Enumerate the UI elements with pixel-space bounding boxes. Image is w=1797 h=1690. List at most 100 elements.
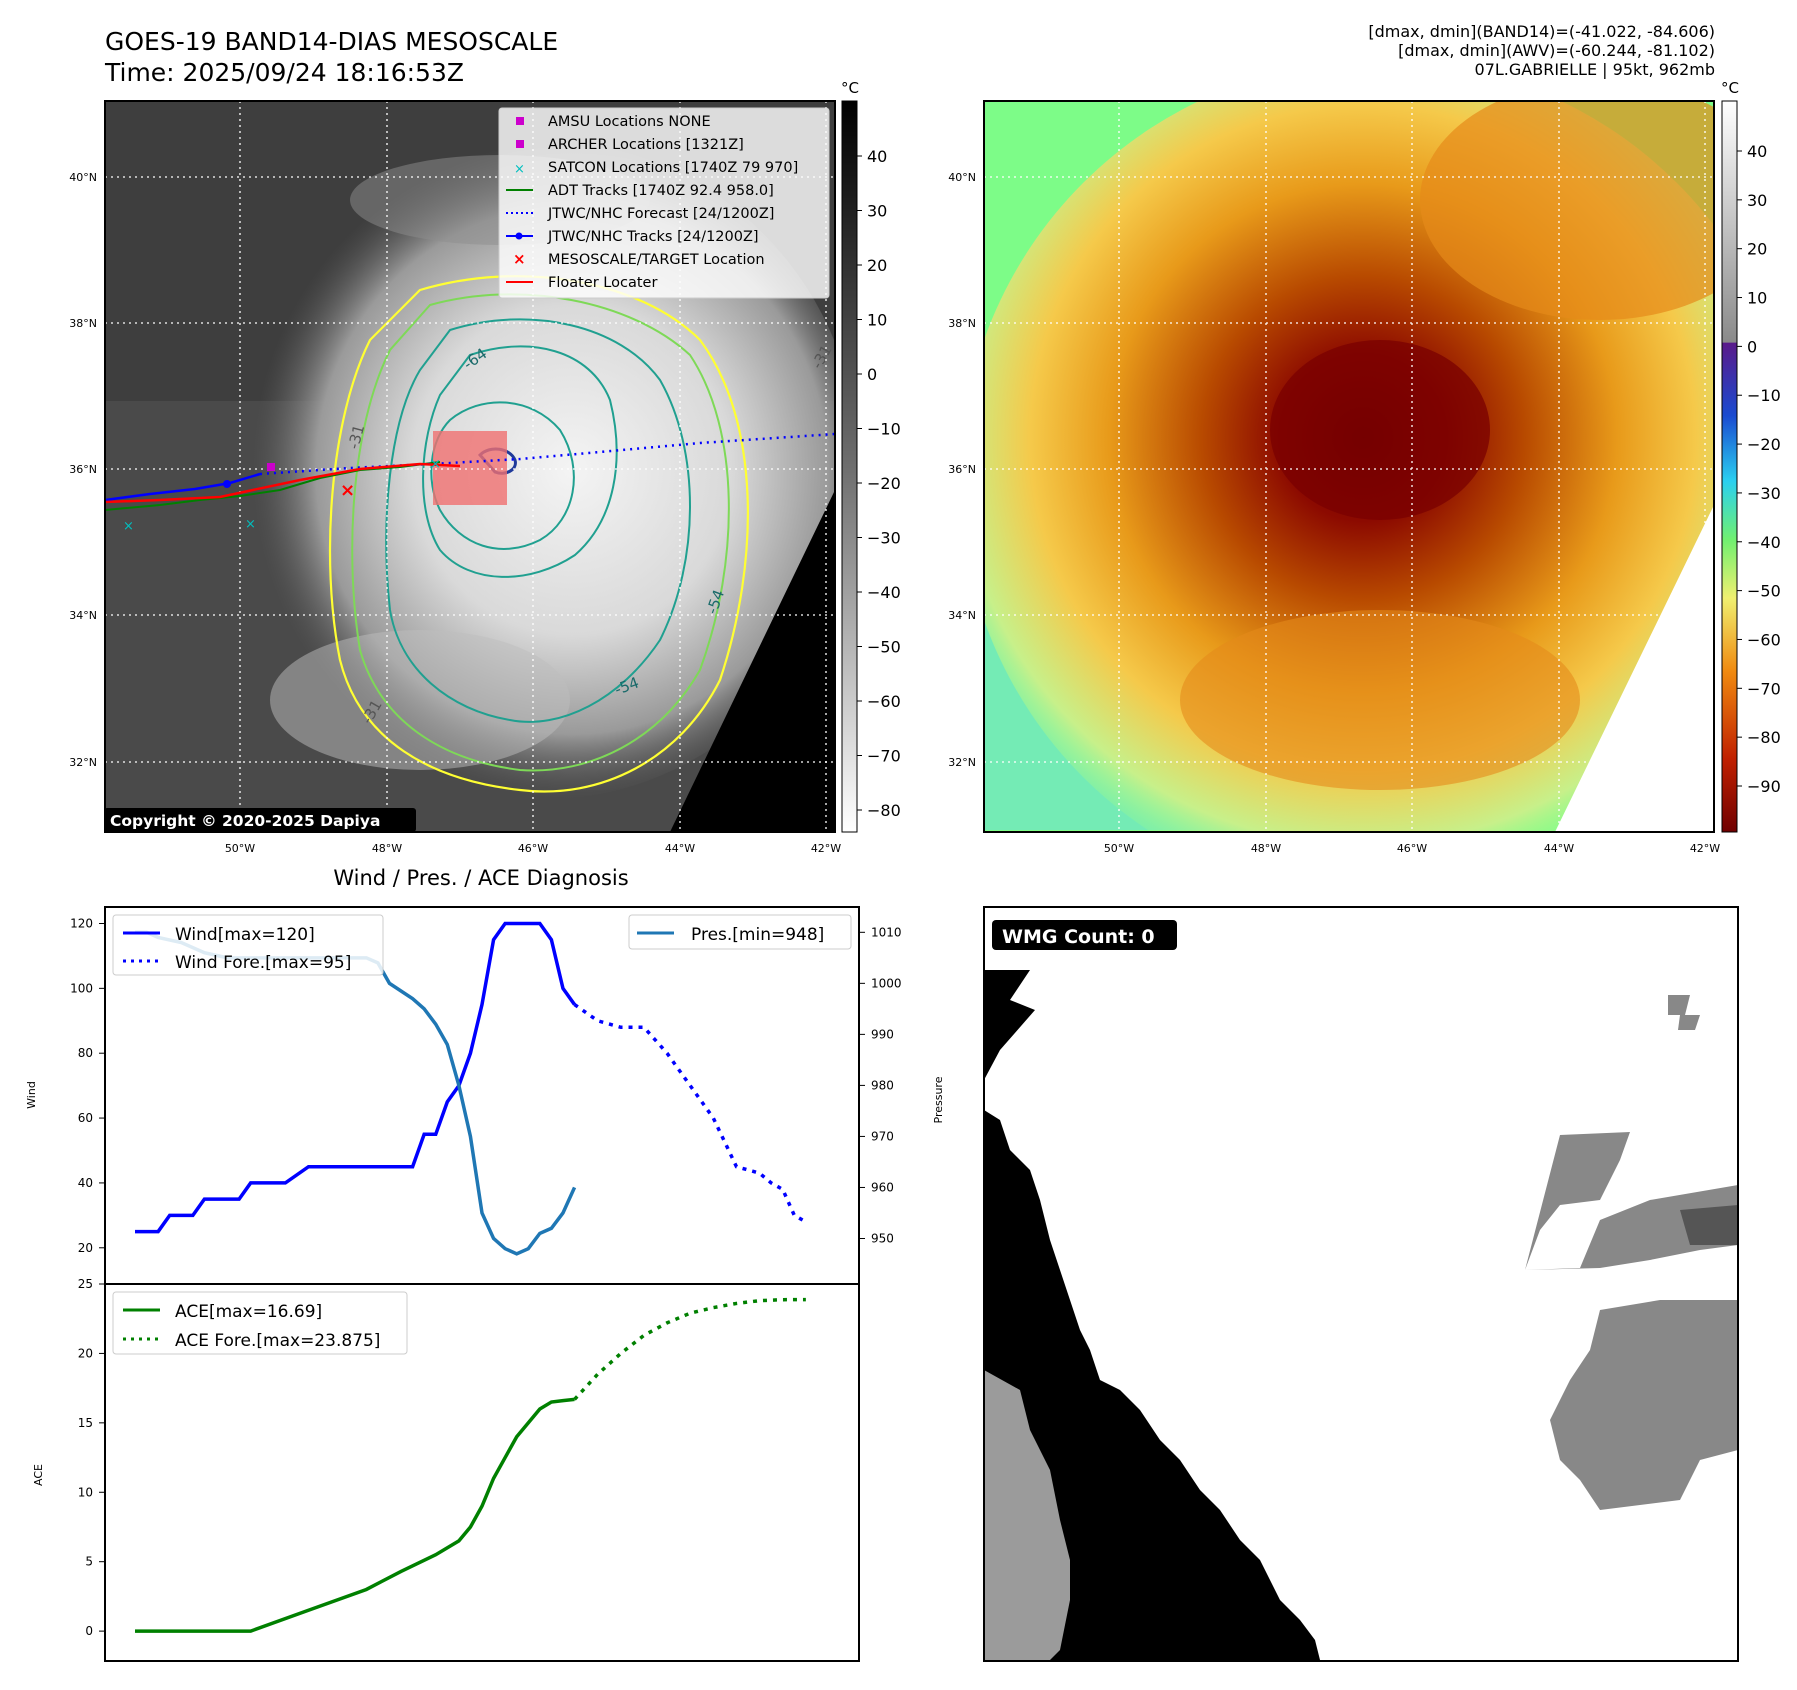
colorbar-tick-label: −90: [1747, 777, 1781, 796]
legend-label: SATCON Locations [1740Z 79 970]: [548, 160, 798, 176]
colorbar-tick-label: −80: [1747, 728, 1781, 747]
wv-colorbar-unit: °C: [1721, 79, 1739, 97]
pressure-tick-label: 990: [871, 1027, 894, 1041]
info-line-1: [dmax, dmin](BAND14)=(-41.022, -84.606): [1368, 22, 1715, 41]
lat-label: 40°N: [948, 171, 976, 184]
wind-tick-label: 20: [78, 1241, 93, 1255]
lon-label: 50°W: [225, 842, 255, 855]
colorbar-tick-label: −20: [867, 474, 901, 493]
lat-label: 40°N: [69, 171, 97, 184]
wmg-count-label: WMG Count: 0: [1002, 926, 1155, 948]
colorbar-tick-label: −50: [867, 638, 901, 657]
colorbar-tick-label: 10: [1747, 289, 1767, 308]
colorbar-tick-label: −10: [1747, 386, 1781, 405]
lon-label: 46°W: [1397, 842, 1427, 855]
nhc-track-point: [223, 480, 231, 488]
pressure-tick-label: 980: [871, 1078, 894, 1092]
colorbar-tick-label: 0: [1747, 337, 1757, 356]
legend-label: ACE[max=16.69]: [175, 1302, 322, 1322]
no-data-region: [1555, 505, 1714, 832]
wind-axis-label: Wind: [25, 1081, 38, 1109]
wind-tick-label: 40: [78, 1176, 93, 1190]
copyright-badge: [104, 808, 416, 832]
ace-tick-label: 20: [78, 1346, 93, 1360]
ace-tick-label: 5: [85, 1555, 93, 1569]
pressure-tick-label: 1010: [871, 925, 902, 939]
wv-frame: [983, 100, 1715, 833]
pressure-tick-label: 970: [871, 1129, 894, 1143]
wind-tick-label: 100: [70, 981, 93, 995]
wind-pressure-chart: Wind Pressure 120 100 80 60 40 20 1010 1000 990…: [25, 906, 945, 1285]
wv-image: [984, 101, 1714, 832]
pressure-tick-label: 950: [871, 1231, 894, 1245]
satcon-marker: ×: [245, 517, 256, 532]
wind-legend: [112, 914, 384, 976]
lat-label: 36°N: [948, 463, 976, 476]
chart-title: GOES-19 BAND14-DIAS MESOSCALE Time: 2025…: [105, 26, 558, 88]
colorbar-tick-label: −80: [867, 801, 901, 820]
colorbar-tick-label: −60: [867, 692, 901, 711]
pressure-legend: [628, 914, 852, 950]
title-line-2: Time: 2025/09/24 18:16:53Z: [105, 58, 464, 87]
colorbar-tick-label: −40: [1747, 533, 1781, 552]
legend-label: Floater Locater: [548, 275, 657, 291]
colorbar-tick-label: −60: [1747, 630, 1781, 649]
wmg-panel: WMG Count: 0: [983, 906, 1739, 1662]
ace-tick-label: 15: [78, 1416, 93, 1430]
lat-label: 32°N: [69, 756, 97, 769]
wind-tick-label: 60: [78, 1111, 93, 1125]
colorbar-tick-label: −40: [867, 583, 901, 602]
floater-track: [105, 462, 461, 504]
legend-label: ACE Fore.[max=23.875]: [175, 1331, 380, 1351]
legend-label: MESOSCALE/TARGET Location: [548, 252, 765, 268]
colorbar-tick-label: 20: [1747, 240, 1767, 259]
lat-label: 34°N: [69, 609, 97, 622]
lat-label: 38°N: [948, 317, 976, 330]
ir-image: -64 -54 -54 -31 -31 -31 × ×: [105, 101, 835, 832]
title-line-1: GOES-19 BAND14-DIAS MESOSCALE: [105, 27, 559, 56]
wind-tick-label: 120: [70, 916, 93, 930]
map-legend: × × AMSU Locations NONE ARCHER Locations…: [498, 107, 830, 299]
colorbar-tick-label: 20: [867, 256, 887, 275]
lon-label: 48°W: [372, 842, 402, 855]
diagnostic-info: [dmax, dmin](BAND14)=(-41.022, -84.606) …: [1368, 22, 1715, 79]
target-legend-icon: ×: [513, 250, 526, 268]
no-data-region: [670, 490, 835, 832]
colorbar-tick-label: 40: [867, 147, 887, 166]
wmg-frame: [983, 906, 1739, 1662]
ace-tick-label: 10: [78, 1485, 93, 1499]
floater-box: [433, 431, 507, 505]
satcon-legend-icon: ×: [514, 162, 525, 177]
mesoscale-target-marker: ×: [340, 480, 355, 501]
ace-tick-label: 0: [85, 1624, 93, 1638]
ir-colorbar: °C 40 30 20 10 0 −10 −20 −30 −40 −50 −60 −70 −80: [841, 79, 901, 833]
colorbar-tick-label: −30: [1747, 484, 1781, 503]
wind-tick-label: 80: [78, 1046, 93, 1060]
lat-label: 32°N: [948, 756, 976, 769]
contour-label: -31: [344, 423, 368, 451]
lat-label: 36°N: [69, 463, 97, 476]
legend-label: JTWC/NHC Tracks [24/1200Z]: [547, 229, 759, 245]
lat-label: 38°N: [69, 317, 97, 330]
colorbar-tick-label: −10: [867, 420, 901, 439]
info-line-2: [dmax, dmin](AWV)=(-60.244, -81.102): [1398, 41, 1715, 60]
lon-label: 42°W: [1690, 842, 1720, 855]
colorbar-tick-label: 10: [867, 311, 887, 330]
diagnosis-title: Wind / Pres. / ACE Diagnosis: [333, 866, 628, 890]
colorbar-tick-label: 0: [867, 365, 877, 384]
lon-label: 44°W: [1544, 842, 1574, 855]
colorbar-tick-label: −70: [867, 747, 901, 766]
archer-legend-icon: [516, 140, 524, 148]
legend-label: Wind Fore.[max=95]: [175, 953, 351, 973]
lon-label: 44°W: [665, 842, 695, 855]
legend-label: AMSU Locations NONE: [548, 114, 711, 130]
lat-label: 34°N: [948, 609, 976, 622]
legend-label: Pres.[min=948]: [691, 925, 824, 945]
ace-axis-label: ACE: [32, 1464, 45, 1486]
colorbar-tick-label: 30: [867, 202, 887, 221]
lon-label: 46°W: [518, 842, 548, 855]
colorbar-tick-label: 30: [1747, 191, 1767, 210]
nhc-track: [105, 472, 261, 502]
lon-label: 50°W: [1104, 842, 1134, 855]
